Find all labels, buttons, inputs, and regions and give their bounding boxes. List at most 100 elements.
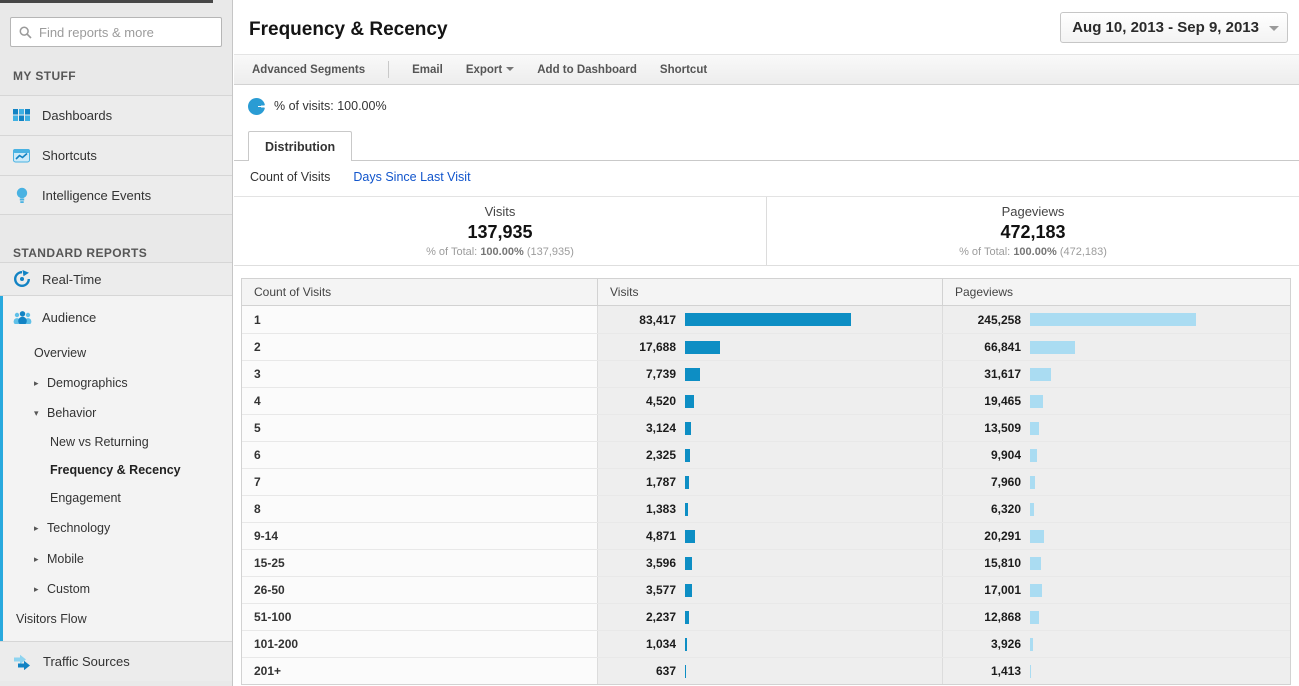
pageviews-bar <box>1030 610 1039 624</box>
add-to-dashboard-button[interactable]: Add to Dashboard <box>537 63 637 76</box>
column-header-visits[interactable]: Visits <box>597 279 942 305</box>
sidebar-item-visitors-flow[interactable]: Visitors Flow <box>3 604 232 634</box>
row-label: 3 <box>242 361 597 387</box>
visits-value: 3,596 <box>645 556 676 570</box>
visits-value: 1,383 <box>645 502 676 516</box>
visits-value: 1,787 <box>645 475 676 489</box>
pageviews-value: 17,001 <box>984 583 1021 597</box>
pageviews-bar <box>1030 502 1034 516</box>
subnav-days-since-last-visit[interactable]: Days Since Last Visit <box>353 170 471 184</box>
sidebar-item-frequency-recency[interactable]: Frequency & Recency <box>3 456 232 484</box>
row-label: 51-100 <box>242 604 597 630</box>
pageviews-bar <box>1030 529 1044 543</box>
visits-bar <box>685 448 690 462</box>
pageviews-value: 20,291 <box>984 529 1021 543</box>
sidebar-item-behavior[interactable]: ▾ Behavior <box>3 398 232 428</box>
summary-pageviews-value: 472,183 <box>1000 222 1066 242</box>
my-stuff-heading: MY STUFF <box>13 69 76 83</box>
advanced-segments-button[interactable]: Advanced Segments <box>252 63 366 76</box>
pageviews-cell: 19,465 <box>942 388 1290 414</box>
shortcut-button[interactable]: Shortcut <box>659 63 708 76</box>
visits-value: 3,124 <box>645 421 676 435</box>
audience-section: Audience Overview ▸ Demographics ▾ Behav… <box>0 296 232 641</box>
table-row: 201+ 637 1,413 <box>242 657 1290 684</box>
visits-bar <box>685 529 695 543</box>
table-row: 5 3,124 13,509 <box>242 414 1290 441</box>
pageviews-cell: 3,926 <box>942 631 1290 657</box>
row-label: 4 <box>242 388 597 414</box>
column-header-pageviews[interactable]: Pageviews <box>942 279 1290 305</box>
sidebar-item-label: Overview <box>34 346 87 360</box>
sidebar-item-label: Dashboards <box>42 108 113 123</box>
sidebar-item-label: New vs Returning <box>50 435 149 449</box>
report-search-box[interactable] <box>10 17 222 47</box>
pageviews-bar <box>1030 475 1035 489</box>
top-banner-remnant <box>0 0 213 3</box>
sidebar-item-intelligence-events[interactable]: Intelligence Events <box>0 175 232 215</box>
sidebar-item-overview[interactable]: Overview <box>3 338 232 368</box>
audience-icon <box>13 310 32 324</box>
pageviews-value: 31,617 <box>984 367 1021 381</box>
row-label: 6 <box>242 442 597 468</box>
sidebar-item-audience[interactable]: Audience <box>3 296 232 338</box>
summary-visits-value: 137,935 <box>467 222 533 242</box>
pageviews-cell: 66,841 <box>942 334 1290 360</box>
table-header: Count of Visits Visits Pageviews <box>242 279 1290 306</box>
pageviews-value: 66,841 <box>984 340 1021 354</box>
row-label: 8 <box>242 496 597 522</box>
pageviews-cell: 6,320 <box>942 496 1290 522</box>
sidebar-item-shortcuts[interactable]: Shortcuts <box>0 135 232 175</box>
pageviews-bar <box>1030 367 1051 381</box>
pageviews-value: 19,465 <box>984 394 1021 408</box>
subnav-count-of-visits[interactable]: Count of Visits <box>250 170 331 184</box>
sidebar-item-label: Shortcuts <box>42 148 97 163</box>
pageviews-cell: 13,509 <box>942 415 1290 441</box>
sidebar-item-label: Audience <box>42 309 97 325</box>
visits-value: 3,577 <box>645 583 676 597</box>
pageviews-bar <box>1030 583 1042 597</box>
chevron-right-icon: ▸ <box>34 522 39 533</box>
row-label: 2 <box>242 334 597 360</box>
visits-bar <box>685 475 689 489</box>
visits-value: 7,739 <box>645 367 676 381</box>
main-content: Frequency & Recency Aug 10, 2013 - Sep 9… <box>234 0 1299 686</box>
segment-donut-icon[interactable] <box>248 97 265 115</box>
sidebar-item-technology[interactable]: ▸ Technology <box>3 512 232 544</box>
visits-bar <box>685 610 689 624</box>
sidebar-item-engagement[interactable]: Engagement <box>3 484 232 512</box>
visits-cell: 4,871 <box>597 523 942 549</box>
pageviews-value: 13,509 <box>984 421 1021 435</box>
pageviews-value: 15,810 <box>984 556 1021 570</box>
pageviews-cell: 12,868 <box>942 604 1290 630</box>
table-row: 4 4,520 19,465 <box>242 387 1290 414</box>
sidebar-item-custom[interactable]: ▸ Custom <box>3 574 232 604</box>
chevron-right-icon: ▸ <box>34 553 39 564</box>
export-button[interactable]: Export <box>465 63 515 76</box>
visits-cell: 1,383 <box>597 496 942 522</box>
pct-prefix: % of Total: <box>959 246 1011 258</box>
pageviews-bar <box>1030 340 1075 354</box>
date-range-selector[interactable]: Aug 10, 2013 - Sep 9, 2013 <box>1060 12 1288 43</box>
visits-value: 83,417 <box>639 312 676 327</box>
report-toolbar: Advanced Segments Email Export Add to Da… <box>234 54 1299 85</box>
sidebar-item-label: Mobile <box>47 552 84 566</box>
pageviews-bar <box>1030 556 1041 570</box>
email-button[interactable]: Email <box>412 63 443 76</box>
sidebar-item-new-vs-returning[interactable]: New vs Returning <box>3 428 232 456</box>
pageviews-bar <box>1030 313 1196 326</box>
search-input[interactable] <box>39 24 215 40</box>
sidebar-item-dashboards[interactable]: Dashboards <box>0 95 232 135</box>
table-row: 15-25 3,596 15,810 <box>242 549 1290 576</box>
export-label: Export <box>465 63 503 76</box>
pageviews-value: 245,258 <box>977 312 1021 327</box>
column-header-count-of-visits[interactable]: Count of Visits <box>254 285 332 299</box>
table-body: 1 83,417 245,258 2 17,688 66,841 3 7,739 31,617 4… <box>242 306 1290 684</box>
sidebar-item-real-time[interactable]: Real-Time <box>0 262 232 296</box>
sidebar-item-demographics[interactable]: ▸ Demographics <box>3 368 232 398</box>
sidebar-item-mobile[interactable]: ▸ Mobile <box>3 544 232 574</box>
shortcuts-icon <box>13 148 31 163</box>
tab-distribution[interactable]: Distribution <box>248 131 353 161</box>
summary-pageviews-pct: % of Total: 100.00% (472,183) <box>959 246 1107 258</box>
row-label: 201+ <box>242 658 597 684</box>
sidebar-item-traffic-sources[interactable]: Traffic Sources <box>0 641 232 681</box>
